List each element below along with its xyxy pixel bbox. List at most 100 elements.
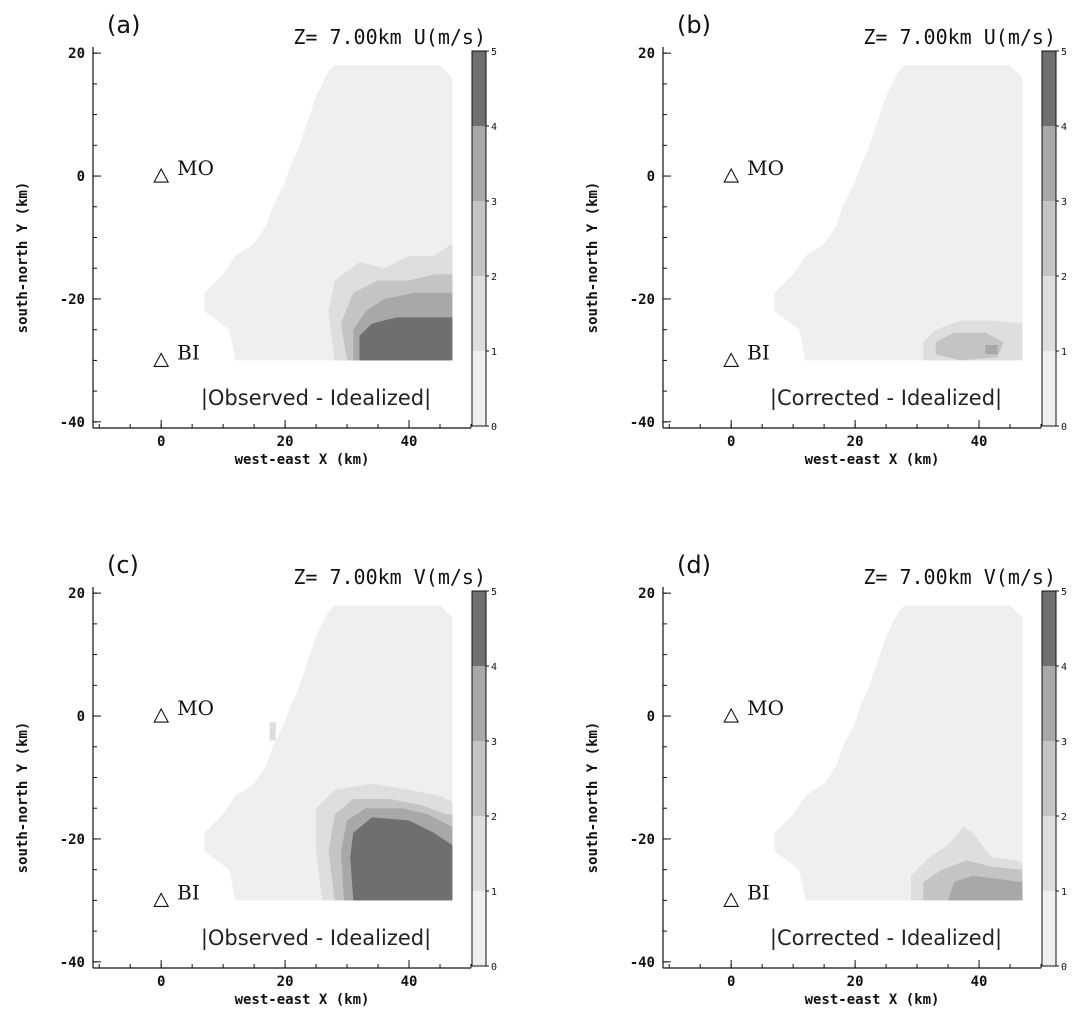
x-tick-label: 20 [847, 974, 864, 990]
station-label: MO [177, 156, 214, 180]
domain-fill [774, 65, 1023, 361]
panel-header: Z= 7.00km V(m/s) [863, 565, 1056, 589]
colorbar-tick-label: 3 [491, 737, 497, 748]
y-tick-label: -40 [60, 955, 85, 971]
station-marker-icon [153, 707, 170, 723]
y-tick-label: -20 [630, 292, 655, 308]
x-tick-label: 40 [971, 974, 988, 990]
colorbar-tick-label: 2 [491, 812, 497, 823]
y-tick-label: -40 [60, 415, 85, 431]
colorbar-segment [472, 891, 486, 966]
contour-level-4 [359, 317, 453, 361]
panel-header: Z= 7.00km U(m/s) [863, 25, 1056, 49]
colorbar-segment [472, 276, 486, 351]
colorbar-tick-label: 5 [491, 47, 497, 58]
y-tick-label: 0 [77, 709, 85, 725]
colorbar-tick-label: 3 [491, 197, 497, 208]
colorbar-segment [1042, 891, 1056, 966]
station-label: MO [747, 696, 784, 720]
colorbar-segment [472, 201, 486, 276]
y-tick-label: 20 [638, 586, 655, 602]
x-axis-label: west-east X (km) [805, 992, 940, 1008]
station-marker-icon [153, 352, 170, 367]
colorbar-segment [472, 51, 486, 126]
x-tick-label: 20 [277, 974, 294, 990]
x-tick-label: 40 [401, 434, 418, 450]
station-label: BI [747, 340, 770, 364]
colorbar-segment [472, 351, 486, 426]
colorbar-frame [1041, 590, 1057, 967]
colorbar-segment [1042, 591, 1056, 666]
colorbar-frame [1041, 50, 1057, 427]
domain-fill [774, 605, 1023, 901]
x-tick-label: 0 [727, 974, 735, 990]
colorbar-tick-label: 0 [491, 422, 497, 433]
station-marker-icon [723, 352, 740, 367]
y-tick-label: 0 [77, 169, 85, 185]
colorbar-tick-label: 3 [1061, 737, 1067, 748]
colorbar-segment [472, 591, 486, 666]
colorbar-tick-label: 3 [1061, 197, 1067, 208]
panel-c: (c) Z= 7.00km V(m/s) 0 20 40 20 0 -20 -40 west-ea… [15, 551, 497, 1008]
y-tick-label: 20 [68, 586, 85, 602]
colorbar-tick-label: 4 [491, 662, 497, 673]
colorbar-tick-label: 4 [1061, 662, 1067, 673]
x-tick-label: 20 [847, 434, 864, 450]
contour-level-3 [985, 345, 998, 355]
y-tick-label: 0 [647, 169, 655, 185]
y-axis-label: south-north Y (km) [15, 182, 31, 334]
x-tick-label: 0 [157, 974, 165, 990]
x-axis-label: west-east X (km) [235, 992, 370, 1008]
colorbar-tick-label: 4 [491, 122, 497, 133]
colorbar-frame [471, 590, 487, 967]
colorbar-segment [1042, 51, 1056, 126]
colorbar-tick-label: 5 [1061, 587, 1067, 598]
colorbar-tick-label: 0 [1061, 422, 1067, 433]
contour-level-3 [948, 875, 1023, 901]
colorbar-segment [1042, 741, 1056, 816]
y-axis-label: south-north Y (km) [15, 722, 31, 874]
panel-annotation: |Observed - Idealized| [201, 386, 431, 411]
colorbar-tick-label: 5 [1061, 47, 1067, 58]
station-label: MO [177, 696, 214, 720]
station-label: BI [177, 880, 200, 904]
colorbar-tick-label: 5 [491, 587, 497, 598]
station-label: MO [747, 156, 784, 180]
y-tick-label: -20 [630, 832, 655, 848]
y-tick-label: -20 [60, 292, 85, 308]
colorbar-tick-label: 2 [1061, 812, 1067, 823]
panel-b: (b) Z= 7.00km U(m/s)0 20 40200-20-40west-ea… [585, 11, 1067, 468]
panel-a: (a) Z= 7.00km U(m/s) 0 20 40 20 0 -20 -40 west-ea… [15, 11, 497, 468]
station-marker-icon [723, 167, 740, 183]
x-tick-label: 40 [971, 434, 988, 450]
colorbar-segment [1042, 351, 1056, 426]
panel-label: (c) [107, 551, 139, 579]
colorbar-frame [471, 50, 487, 427]
colorbar-tick-label: 1 [491, 347, 497, 358]
station-marker-icon [153, 892, 170, 907]
panel-annotation: |Corrected - Idealized| [770, 386, 1002, 411]
y-tick-label: 0 [647, 709, 655, 725]
colorbar-segment [1042, 201, 1056, 276]
x-axis-label: west-east X (km) [805, 452, 940, 468]
station-label: BI [177, 340, 200, 364]
x-tick-label: 40 [401, 974, 418, 990]
y-axis-label: south-north Y (km) [585, 182, 601, 334]
y-tick-label: -40 [630, 415, 655, 431]
y-tick-label: 20 [68, 46, 85, 62]
colorbar-segment [1042, 666, 1056, 741]
panel-d: (d) Z= 7.00km V(m/s)0 20 40200-20-40west-ea… [585, 551, 1067, 1008]
x-axis-label: west-east X (km) [235, 452, 370, 468]
y-tick-label: -40 [630, 955, 655, 971]
panel-header: Z= 7.00km V(m/s) [293, 565, 486, 589]
colorbar-segment [1042, 816, 1056, 891]
panel-label: (b) [677, 11, 711, 39]
colorbar-tick-label: 2 [1061, 272, 1067, 283]
y-tick-label: 20 [638, 46, 655, 62]
y-tick-label: -20 [60, 832, 85, 848]
contour-level-4 [350, 817, 453, 901]
x-tick-label: 20 [277, 434, 294, 450]
x-tick-label: 0 [727, 434, 735, 450]
panel-label: (a) [107, 11, 140, 39]
panel-header: Z= 7.00km U(m/s) [293, 25, 486, 49]
